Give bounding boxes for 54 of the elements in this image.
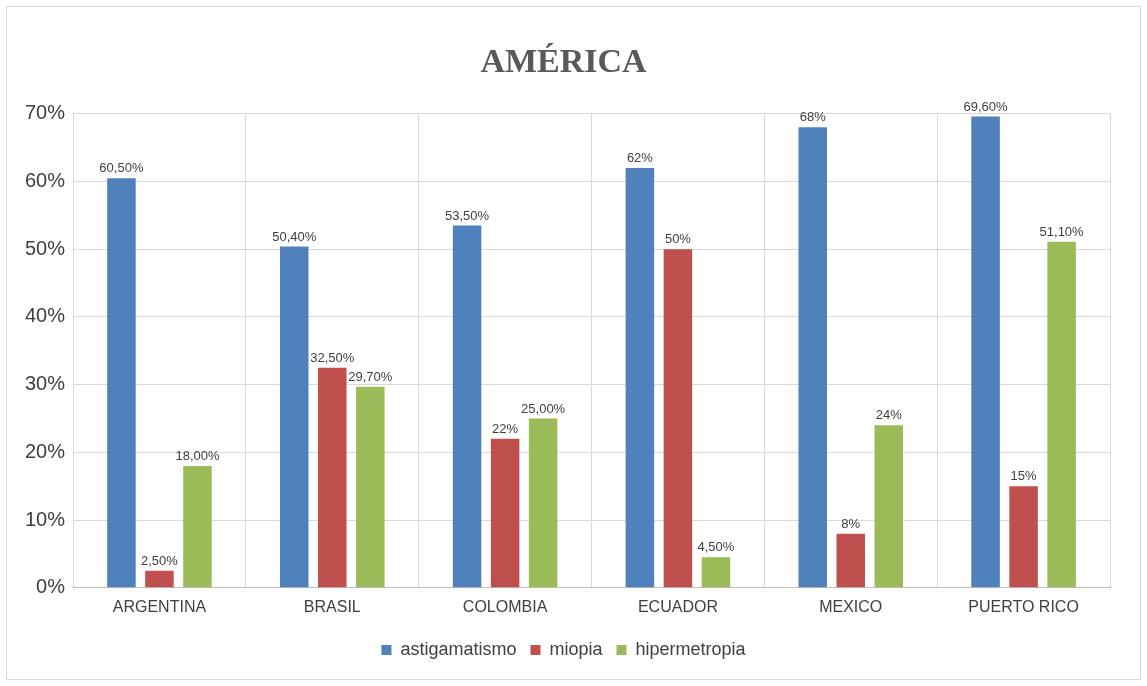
y-tick-label: 10% <box>25 507 66 530</box>
bar <box>701 557 731 588</box>
data-label: 25,00% <box>521 400 566 416</box>
data-label: 60,50% <box>99 160 144 176</box>
bar <box>874 425 904 588</box>
bar <box>625 167 655 588</box>
y-tick-label: 20% <box>25 439 66 462</box>
data-label: 15% <box>1010 468 1038 484</box>
data-label: 8% <box>841 515 861 531</box>
bar <box>836 533 866 588</box>
bar <box>971 116 1000 588</box>
x-tick-label: BRASIL <box>303 597 361 615</box>
data-label: 51,10% <box>1039 223 1085 239</box>
data-label: 69,60% <box>963 98 1009 114</box>
bar <box>183 465 212 588</box>
data-label: 68% <box>799 109 827 125</box>
x-tick-label: COLOMBIA <box>462 597 548 615</box>
bar <box>318 367 347 588</box>
y-tick-label: 0% <box>36 575 66 598</box>
legend-label: hipermetropia <box>635 638 747 659</box>
data-label: 53,50% <box>445 207 490 223</box>
x-tick-label: ARGENTINA <box>112 597 207 615</box>
x-tick-label: PUERTO RICO <box>968 597 1079 615</box>
data-label: 50% <box>664 231 692 247</box>
data-label: 2,50% <box>141 552 179 568</box>
data-label: 62% <box>626 150 654 166</box>
y-tick-label: 70% <box>25 101 66 124</box>
data-label: 29,70% <box>348 368 393 384</box>
data-label: 22% <box>492 420 519 436</box>
bar <box>798 127 827 588</box>
data-label: 24% <box>875 407 903 423</box>
bar <box>107 178 136 588</box>
y-tick-label: 50% <box>25 236 66 259</box>
data-label: 4,50% <box>697 539 735 555</box>
y-tick-label: 60% <box>25 169 66 192</box>
chart-title: AMÉRICA <box>480 42 648 80</box>
data-label: 18,00% <box>175 447 220 463</box>
bar <box>663 249 693 588</box>
bar <box>452 225 482 588</box>
bar <box>279 246 309 588</box>
legend-label: astigamatismo <box>400 638 517 659</box>
bar <box>490 438 520 588</box>
data-label: 50,40% <box>272 228 317 244</box>
x-tick-label: MEXICO <box>819 597 883 615</box>
bar <box>145 570 174 588</box>
bar <box>1009 486 1038 588</box>
data-label: 32,50% <box>310 349 355 365</box>
y-tick-label: 30% <box>25 372 66 395</box>
x-tick-label: ECUADOR <box>637 597 718 615</box>
bar <box>1047 241 1076 588</box>
legend-label: miopia <box>549 638 604 659</box>
bar <box>356 386 385 588</box>
bar <box>528 418 558 588</box>
y-tick-label: 40% <box>25 304 66 327</box>
